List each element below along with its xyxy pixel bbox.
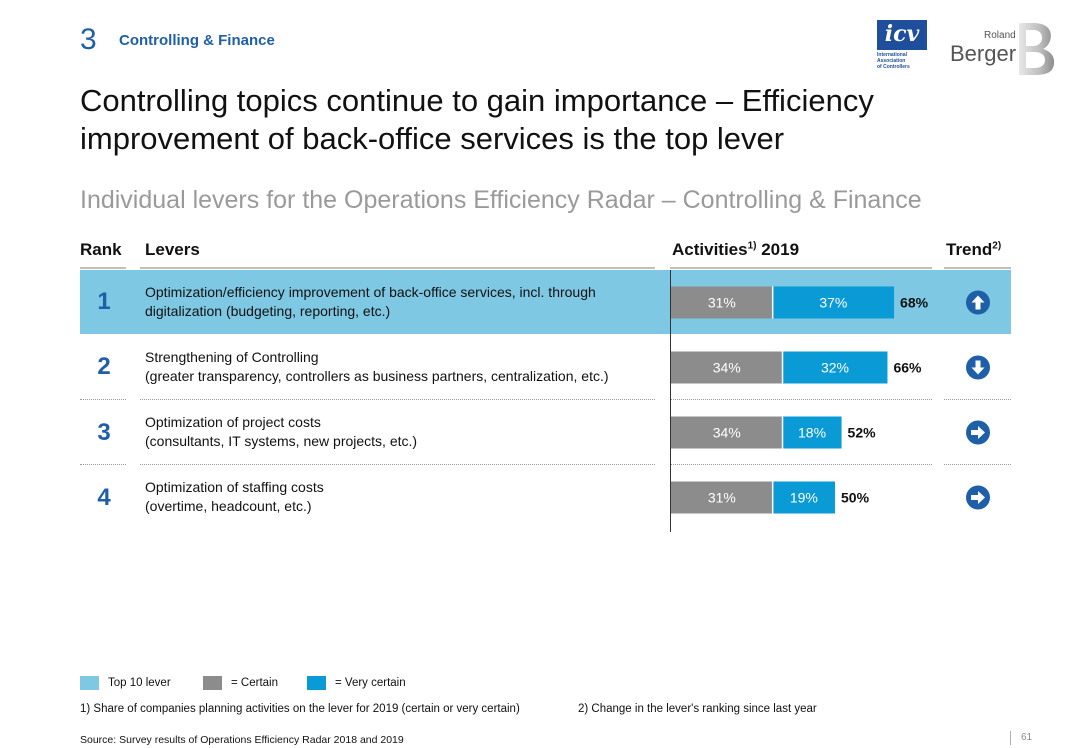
icv-logo: icv International Association of Control…: [877, 20, 927, 74]
row-separator: [80, 464, 126, 465]
data-label-certain: 34%: [713, 360, 741, 376]
trend-footnote-ref: 2): [992, 240, 1002, 252]
bar-certain: [671, 481, 773, 514]
activities-footnote-ref: 1): [747, 240, 757, 252]
trend-arrow: [971, 491, 985, 504]
icv-logo-box: icv: [877, 20, 927, 50]
column-header-activities: Activities1) 2019: [672, 240, 799, 260]
activities-year: 2019: [756, 240, 800, 259]
lever-line: Strengthening of Controlling: [145, 349, 319, 365]
rank-number: 1: [97, 288, 111, 315]
data-label-very-certain: 32%: [821, 360, 849, 376]
legend-label-certain: = Certain: [231, 677, 278, 689]
legend-swatch-top10: [80, 676, 99, 690]
rank-number: 2: [97, 353, 111, 380]
rb-logo-large: Berger: [950, 41, 1017, 66]
lever-line: (greater transparency, controllers as bu…: [145, 368, 609, 384]
lever-text: Optimization/efficiency improvement of b…: [145, 283, 655, 321]
row-separator: [140, 399, 655, 400]
header-divider: [80, 267, 126, 269]
data-label-very-certain: 37%: [819, 295, 847, 311]
activities-label: Activities: [672, 240, 748, 259]
trend-arrow: [971, 295, 985, 310]
lever-text: Optimization of project costs (consultan…: [145, 413, 655, 451]
data-label-total: 50%: [841, 490, 870, 506]
lever-line: (consultants, IT systems, new projects, …: [145, 433, 418, 449]
row-separator: [670, 464, 932, 465]
bar-very-certain: [782, 351, 888, 384]
icv-sub-line: International: [877, 52, 908, 58]
row-separator: [944, 399, 1011, 400]
lever-line: Optimization of staffing costs: [145, 479, 324, 495]
trend-label: Trend: [946, 240, 993, 259]
trend-down-icon: [966, 355, 990, 380]
source-note: Source: Survey results of Operations Eff…: [80, 734, 404, 746]
icv-logo-subtext: International Association of Controllers: [877, 52, 927, 70]
chart-axis: [670, 270, 671, 532]
icv-sub-line: of Controllers: [877, 64, 910, 70]
data-label-certain: 31%: [708, 295, 736, 311]
bar-very-certain: [782, 416, 842, 449]
header-divider: [944, 267, 1011, 269]
data-label-total: 52%: [848, 425, 877, 441]
rb-logo-mark: [1019, 23, 1055, 75]
icv-sub-line: Association: [877, 58, 906, 64]
header-divider: [140, 267, 655, 269]
data-label-certain: 31%: [708, 490, 736, 506]
page-subtitle: Individual levers for the Operations Eff…: [80, 186, 922, 214]
column-header-rank: Rank: [80, 240, 122, 259]
page-number-divider: [1010, 731, 1011, 745]
data-label-very-certain: 19%: [790, 490, 818, 506]
trend-up-icon: [966, 290, 990, 315]
data-label-certain: 34%: [713, 425, 741, 441]
row-separator: [944, 464, 1011, 465]
row-separator: [80, 399, 126, 400]
rb-logo-small: Roland: [984, 30, 1016, 41]
legend-label-very-certain: = Very certain: [335, 677, 406, 689]
icv-logo-text: icv: [884, 21, 920, 47]
activities-bar-chart: 31% 37% 68% 34% 32% 66% 34% 18% 52% 31% 19% 50%: [671, 286, 929, 514]
rank-number: 3: [97, 419, 111, 446]
legend-label-top10: Top 10 lever: [108, 677, 171, 689]
section-number: 3: [80, 23, 97, 56]
data-label-total: 66%: [893, 360, 922, 376]
data-label-very-certain: 18%: [798, 425, 826, 441]
legend-swatch-very-certain: [307, 676, 326, 690]
header-divider: [670, 267, 932, 269]
bar-very-certain: [772, 286, 895, 319]
bar-certain: [671, 351, 783, 384]
rank-number: 4: [97, 484, 111, 511]
lever-line: (overtime, headcount, etc.): [145, 498, 312, 514]
title-line: improvement of back-office services is t…: [80, 121, 785, 156]
column-header-trend: Trend2): [946, 240, 1001, 260]
title-line: Controlling topics continue to gain impo…: [80, 83, 874, 118]
bar-certain: [671, 416, 783, 449]
trend-right-icon: [966, 420, 990, 445]
data-label-total: 68%: [900, 295, 929, 311]
lever-line: Optimization/efficiency improvement of b…: [145, 284, 596, 300]
trend-column: [966, 290, 990, 510]
page-number: 61: [1021, 732, 1033, 743]
page-title: Controlling topics continue to gain impo…: [80, 82, 940, 158]
footnote-1: 1) Share of companies planning activitie…: [80, 703, 520, 715]
bar-very-certain: [772, 481, 835, 514]
lever-text: Strengthening of Controlling (greater tr…: [145, 348, 655, 386]
bar-certain: [671, 286, 773, 319]
column-header-levers: Levers: [145, 240, 200, 259]
trend-right-icon: [966, 485, 990, 510]
trend-arrow: [971, 360, 985, 375]
row-separator: [670, 399, 932, 400]
legend-swatch-certain: [203, 676, 222, 690]
lever-line: digitalization (budgeting, reporting, et…: [145, 303, 391, 319]
lever-line: Optimization of project costs: [145, 414, 321, 430]
lever-text: Optimization of staffing costs (overtime…: [145, 478, 655, 516]
row-separator: [140, 464, 655, 465]
roland-berger-logo: Roland Berger: [940, 20, 1056, 76]
section-label: Controlling & Finance: [119, 32, 275, 49]
trend-arrow: [971, 426, 985, 439]
footnote-2: 2) Change in the lever's ranking since l…: [578, 703, 817, 715]
